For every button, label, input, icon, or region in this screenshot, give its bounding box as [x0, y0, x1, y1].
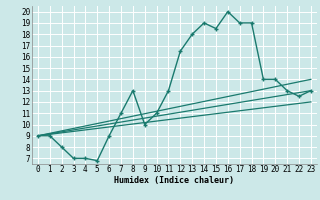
X-axis label: Humidex (Indice chaleur): Humidex (Indice chaleur) — [115, 176, 234, 185]
